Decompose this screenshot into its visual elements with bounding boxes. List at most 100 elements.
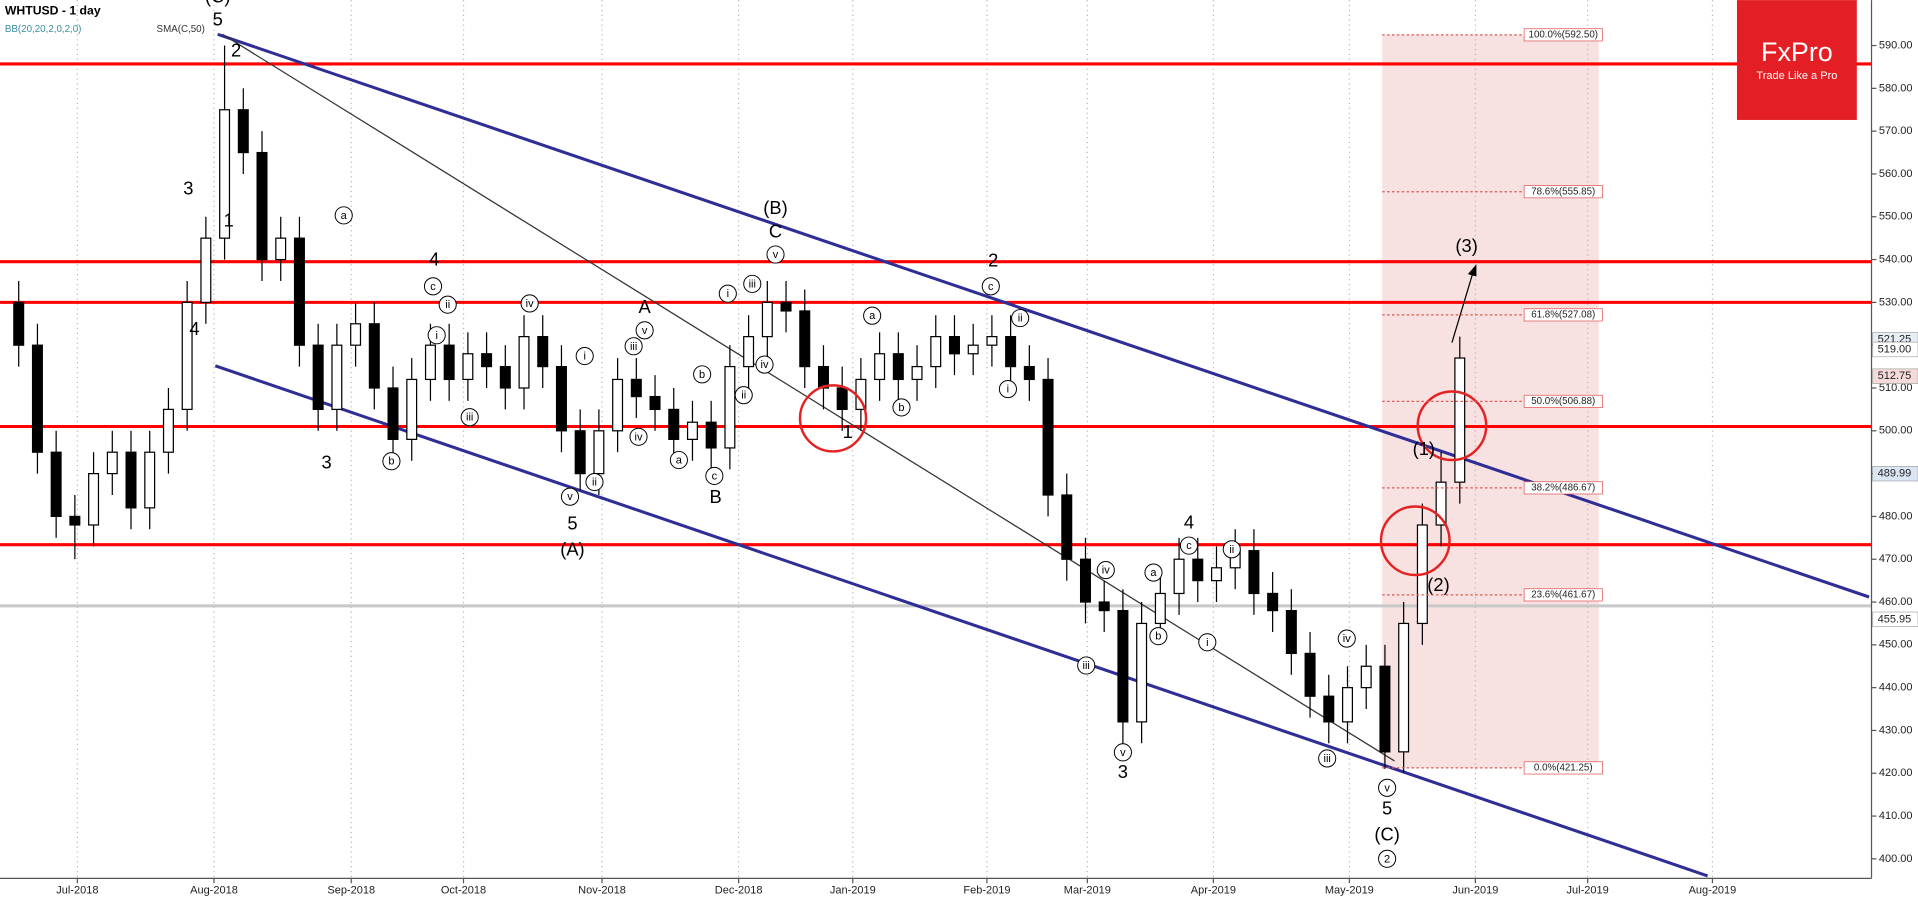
candle-body [1023,365,1035,381]
wave-label: 5 [567,513,577,534]
wave-label-circle [669,450,688,470]
candle-body [331,344,343,411]
candle-body [1360,665,1372,689]
candle-body [649,395,661,411]
wave-label: v [1384,782,1390,794]
fib-label: 78.6%(555.85) [1531,186,1595,197]
candle-body [237,109,249,154]
wave-label: 2 [1384,853,1390,865]
price-marker-label: 455.95 [1878,613,1912,625]
wave-label-circle [423,277,443,296]
candle-body [743,336,755,368]
wave-label-circle [1378,778,1397,797]
wave-label: 4 [1184,511,1194,532]
wave-label-circle [755,355,774,374]
y-tick-label: 440.00 [1879,682,1913,694]
fib-label-box [1523,394,1603,408]
x-tick-label: Jul-2019 [1567,884,1609,896]
y-tick-label: 420.00 [1879,767,1913,779]
wave-label: c [712,470,718,482]
fib-label-box [1523,185,1603,199]
candle-body [1098,601,1110,612]
candle-body [1042,378,1054,496]
wave-label-circle [981,277,1000,296]
highlight-circle [1416,390,1488,462]
wave-label: iv [635,431,643,443]
wave-label-circle [766,245,785,264]
candle-body [1117,609,1129,723]
x-tick-label: Feb-2019 [963,884,1010,896]
y-tick-label: 470.00 [1879,553,1913,565]
candle-body [593,430,605,475]
candle-body [1061,494,1073,560]
candle-body [986,336,998,346]
candle-body [1323,695,1335,723]
price-marker [1872,466,1918,482]
candle-body [911,365,923,381]
wave-label: v [567,491,573,503]
y-tick-label: 510.00 [1879,382,1913,394]
candle-body [1136,622,1148,723]
y-tick-label: 450.00 [1879,639,1913,651]
fib-label: 38.2%(486.67) [1531,482,1595,493]
wave-label: v [1120,747,1126,759]
wave-label: a [341,210,348,222]
wave-label: i [583,351,585,363]
highlight-circle [798,384,868,453]
fib-label-box [1523,761,1603,775]
x-tick-label: Aug-2018 [190,884,238,896]
wave-label: iii [466,412,473,424]
y-tick-label: 560.00 [1879,168,1913,180]
wave-label: iv [1343,633,1351,645]
wave-label: iii [630,341,637,353]
wave-label: 4 [189,318,199,339]
wave-label-circle [1144,563,1163,582]
wave-label: a [1150,567,1157,579]
wave-label: b [898,402,904,414]
candle-body [200,237,212,303]
projection-arrow [1451,269,1475,343]
price-marker-label: 512.75 [1878,370,1912,382]
fib-label-box [1523,588,1603,602]
wave-label-circle [520,294,539,313]
candle-body [705,421,717,449]
wave-label: iii [1083,660,1090,672]
wave-label: iv [1102,565,1110,577]
y-tick-label: 460.00 [1879,596,1913,608]
wave-label: iv [761,359,769,371]
wave-label: (3) [1455,235,1477,256]
wave-label: 1 [224,209,234,230]
wave-label-circle [1222,540,1241,559]
wave-label: A [639,296,652,317]
wave-label-circle [560,487,580,506]
candle-body [275,237,287,261]
price-marker [1872,368,1918,384]
x-tick-label: May-2019 [1325,884,1374,896]
wave-label-circle [1096,561,1115,580]
fib-labels: 100.0%(592.50) 78.6%(555.85) 61.8%(527.08)… [1382,28,1603,775]
candle-body [930,336,942,368]
candle-body [1192,558,1204,582]
y-tick-label: 500.00 [1879,425,1913,437]
candle-body [69,515,81,526]
y-tick-label: 540.00 [1879,253,1913,265]
candle-body [181,301,193,411]
candle-body [50,451,62,518]
wave-label-circle [624,337,643,356]
candle-body [630,378,642,398]
candle-body [443,344,455,381]
wave-label-circle [438,295,457,314]
wave-label: iii [749,278,756,290]
wave-label: (2) [1427,574,1449,595]
wave-label: ii [1018,313,1023,325]
candle-body [799,310,811,368]
candle-body [836,387,848,411]
indicator-sma: SMA(C,50) [157,24,205,35]
fib-label-box [1523,308,1603,322]
wave-label-circle [718,284,737,303]
wave-label-circle [863,306,882,325]
wave-label: i [1206,637,1208,649]
